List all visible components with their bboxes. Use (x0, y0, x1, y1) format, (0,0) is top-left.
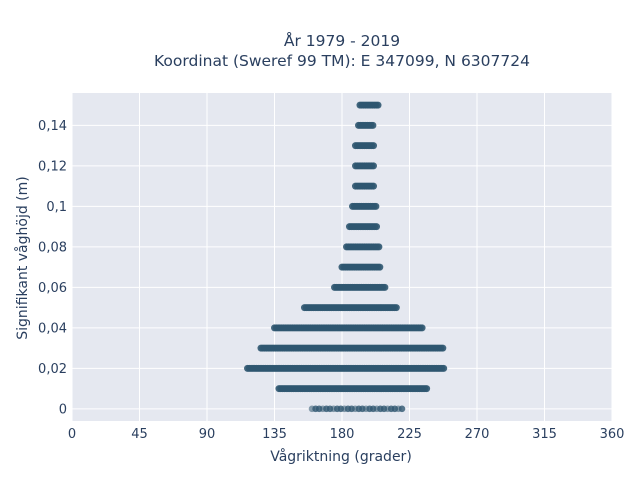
data-points (244, 101, 448, 413)
y-tick-label: 0,04 (38, 321, 67, 336)
x-tick-label: 135 (262, 427, 287, 442)
y-tick-labels: 0 0,02 0,04 0,06 0,08 0,1 0,12 0,14 (38, 119, 67, 417)
band-12 (352, 162, 377, 170)
x-tick-label: 90 (199, 427, 216, 442)
x-tick-label: 270 (465, 427, 490, 442)
data-point (370, 182, 377, 190)
data-point (369, 121, 377, 129)
data-point (370, 142, 377, 150)
y-tick-label: 0,1 (46, 200, 67, 215)
data-point (392, 304, 400, 312)
band-3 (257, 344, 447, 352)
x-tick-labels: 0 45 90 135 180 225 270 315 360 (68, 427, 625, 442)
chart-title-line-1: År 1979 - 2019 (284, 31, 400, 50)
x-tick-label: 225 (397, 427, 422, 442)
data-point (374, 101, 382, 109)
y-tick-label: 0,08 (38, 240, 67, 255)
band-1 (275, 385, 431, 393)
x-tick-label: 45 (131, 427, 148, 442)
band-0 (308, 405, 406, 413)
data-point (373, 223, 380, 231)
x-tick-label: 315 (532, 427, 557, 442)
chart-title-line-2: Koordinat (Sweref 99 TM): E 347099, N 63… (154, 52, 530, 70)
band-8 (343, 243, 383, 251)
data-point (418, 324, 426, 332)
band-14 (355, 121, 377, 129)
x-tick-label: 0 (68, 427, 76, 442)
x-tick-label: 180 (330, 427, 355, 442)
band-6 (331, 283, 389, 291)
y-axis-title: Signifikant våghöjd (m) (14, 176, 31, 339)
band-4 (271, 324, 426, 332)
band-11 (352, 182, 377, 190)
y-tick-label: 0,14 (38, 119, 67, 134)
y-tick-label: 0,12 (38, 159, 67, 174)
data-point (372, 202, 380, 210)
band-7 (338, 263, 384, 271)
band-9 (346, 223, 380, 231)
band-13 (352, 142, 377, 150)
data-point (370, 162, 377, 170)
band-15 (356, 101, 382, 109)
data-point (375, 243, 383, 251)
data-point (423, 385, 431, 393)
y-tick-label: 0 (59, 402, 67, 417)
data-point (381, 283, 389, 291)
data-point (440, 364, 448, 372)
band-2 (244, 364, 448, 372)
data-point (376, 263, 384, 271)
band-10 (349, 202, 380, 210)
data-point (398, 405, 406, 413)
x-tick-label: 360 (600, 427, 625, 442)
x-axis-title: Vågriktning (grader) (270, 448, 412, 465)
y-tick-label: 0,02 (38, 362, 67, 377)
data-point (439, 344, 447, 352)
y-tick-label: 0,06 (38, 281, 67, 296)
band-5 (301, 304, 400, 312)
